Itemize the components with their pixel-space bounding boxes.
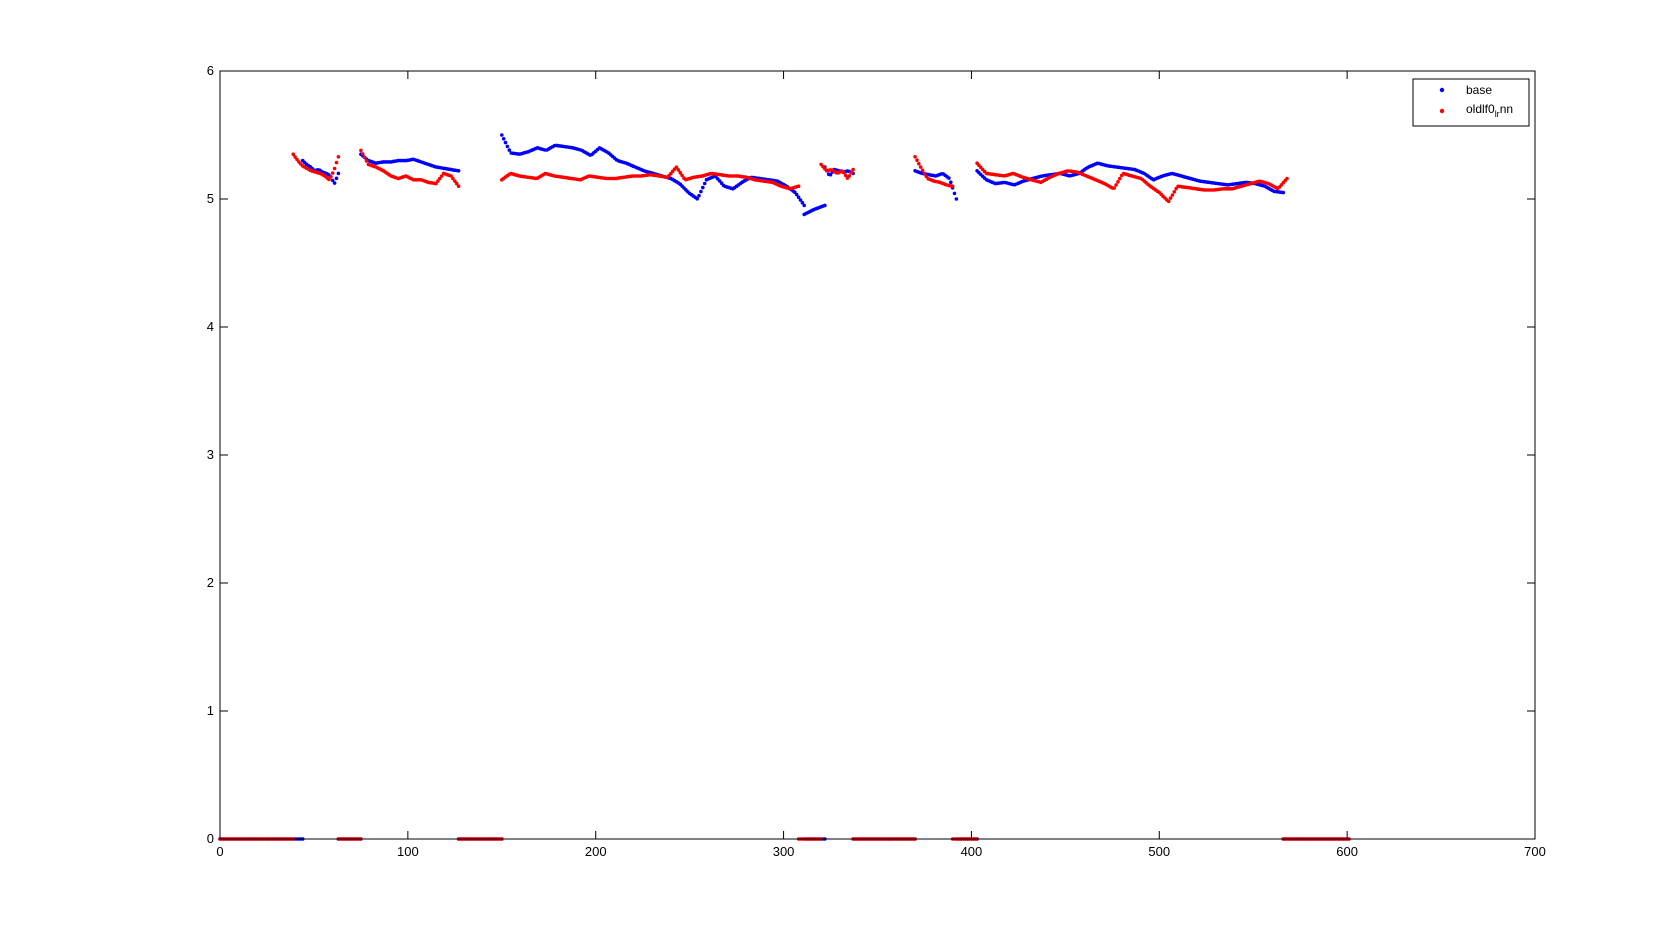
y-tick-label: 4 [207, 319, 214, 334]
data-point [802, 204, 806, 208]
data-point [848, 174, 852, 178]
data-point [703, 182, 707, 186]
data-point [921, 169, 925, 173]
data-point [359, 149, 363, 153]
data-point [695, 197, 699, 201]
data-point [457, 184, 461, 188]
data-point [917, 162, 921, 166]
data-point [1114, 183, 1118, 187]
x-tick-label: 700 [1524, 844, 1546, 859]
data-point [1112, 186, 1116, 190]
data-point [457, 169, 461, 173]
data-point [1116, 180, 1120, 184]
x-tick-label: 500 [1148, 844, 1170, 859]
data-point [337, 172, 341, 176]
data-point [329, 175, 333, 179]
data-point [361, 152, 365, 156]
data-point [953, 192, 957, 196]
data-point [1285, 177, 1289, 181]
data-point [949, 180, 953, 184]
data-point [701, 186, 705, 190]
y-tick-label: 2 [207, 575, 214, 590]
data-point [699, 190, 703, 194]
data-point [955, 197, 959, 201]
data-point [797, 184, 801, 188]
x-tick-label: 300 [773, 844, 795, 859]
data-point [923, 172, 927, 176]
y-tick-label: 0 [207, 831, 214, 846]
x-tick-label: 400 [961, 844, 983, 859]
data-point [365, 159, 369, 163]
data-point [919, 165, 923, 169]
y-tick-label: 3 [207, 447, 214, 462]
data-point [506, 145, 510, 149]
data-point [851, 168, 855, 172]
legend-label-oldlf0-sub2: nn [1500, 102, 1513, 116]
data-point [1167, 200, 1171, 204]
x-tick-label: 600 [1336, 844, 1358, 859]
legend-label-base: base [1466, 83, 1492, 97]
data-point [1282, 191, 1286, 195]
data-point [335, 161, 339, 165]
data-point [823, 204, 827, 208]
data-point [333, 181, 337, 185]
x-tick-label: 0 [216, 844, 223, 859]
data-point [335, 177, 339, 181]
data-point [1171, 193, 1175, 197]
data-point [1173, 190, 1177, 194]
legend: base oldlf0lrnn [1413, 79, 1529, 126]
data-point [849, 171, 853, 175]
legend-marker-oldlf0 [1440, 109, 1444, 113]
data-point [331, 171, 335, 175]
x-tick-label: 200 [585, 844, 607, 859]
y-tick-label: 1 [207, 703, 214, 718]
data-point [502, 137, 506, 141]
data-point [1169, 196, 1173, 200]
data-point [697, 194, 701, 198]
data-point [337, 155, 341, 159]
data-point [363, 156, 367, 160]
legend-label-oldlf0-main: oldlf0 [1466, 102, 1495, 116]
y-tick-label: 6 [207, 63, 214, 78]
x-tick-label: 100 [397, 844, 419, 859]
data-point [1118, 177, 1122, 181]
y-tick-label: 5 [207, 191, 214, 206]
data-point [504, 141, 508, 145]
data-point [915, 158, 919, 162]
data-point [951, 184, 955, 188]
legend-marker-base [1440, 88, 1444, 92]
data-point [333, 167, 337, 171]
data-point [500, 133, 504, 137]
data-point [913, 155, 917, 159]
data-point [947, 176, 951, 180]
